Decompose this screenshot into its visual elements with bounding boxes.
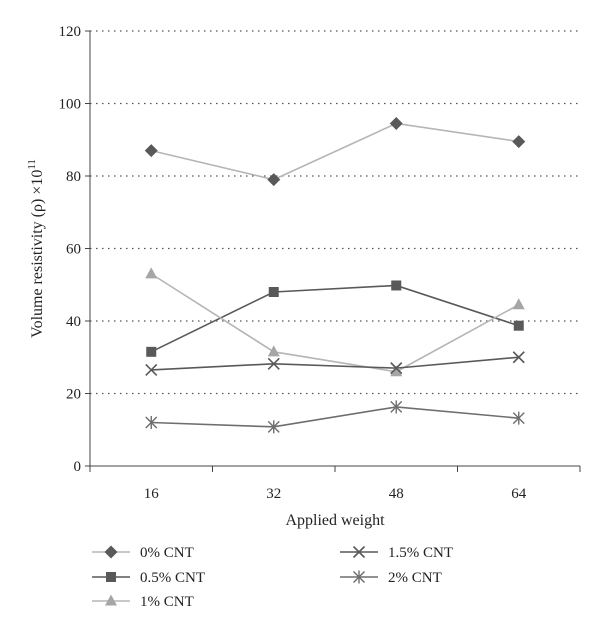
series-line-0 bbox=[151, 122, 519, 181]
legend-item: 0% CNT bbox=[92, 545, 194, 561]
x-tick-label: 64 bbox=[511, 486, 527, 502]
data-point bbox=[512, 411, 525, 425]
y-axis-title: Volume resistivity (ρ) ×1011 bbox=[26, 159, 46, 338]
series-line-4 bbox=[151, 406, 519, 428]
y-tick-label: 20 bbox=[66, 387, 81, 403]
data-point bbox=[267, 357, 280, 370]
data-point bbox=[145, 363, 158, 377]
series-line-2 bbox=[150, 273, 520, 373]
legend-marker bbox=[106, 572, 116, 582]
data-point bbox=[391, 280, 402, 291]
data-point bbox=[390, 400, 403, 414]
data-point bbox=[390, 365, 403, 377]
data-point bbox=[390, 362, 403, 375]
legend-label: 0% CNT bbox=[140, 545, 194, 561]
legend-label: 1.5% CNT bbox=[388, 545, 453, 561]
data-point bbox=[145, 267, 158, 279]
legend-label: 1% CNT bbox=[140, 594, 194, 610]
legend-marker bbox=[104, 545, 118, 559]
legend-marker bbox=[105, 594, 117, 606]
series-line-3 bbox=[151, 356, 519, 371]
grid bbox=[90, 30, 580, 395]
data-point bbox=[267, 420, 280, 434]
legend-label: 0.5% CNT bbox=[140, 570, 205, 586]
legend-marker bbox=[352, 545, 366, 559]
x-tick-label: 32 bbox=[266, 486, 281, 502]
legend: 0% CNT 0.5% CNT 1% CNT 1.5% CNT 2% CNT bbox=[92, 545, 453, 610]
legend-item: 0.5% CNT bbox=[92, 570, 205, 586]
y-tick-label: 80 bbox=[66, 169, 81, 185]
data-point bbox=[389, 116, 403, 130]
data-point bbox=[512, 351, 525, 364]
data-point bbox=[144, 144, 158, 158]
x-tick-label: 48 bbox=[389, 486, 404, 502]
y-tick-label: 0 bbox=[74, 459, 82, 475]
data-point bbox=[513, 320, 524, 331]
data-point bbox=[267, 345, 280, 357]
legend-label: 2% CNT bbox=[388, 570, 442, 586]
axes: 0 20 40 60 80 100 120 16 32 48 64 bbox=[59, 24, 581, 502]
legend-marker bbox=[353, 570, 365, 584]
y-axis-title-superscript: 11 bbox=[26, 159, 38, 170]
data-point bbox=[512, 135, 526, 149]
y-tick-label: 60 bbox=[66, 242, 81, 258]
data-point bbox=[267, 173, 281, 187]
y-axis-title-main: Volume resistivity (ρ) ×10 bbox=[29, 170, 46, 338]
series-line-1 bbox=[150, 284, 519, 353]
data-point bbox=[146, 346, 157, 357]
y-tick-label: 120 bbox=[59, 24, 82, 40]
y-tick-label: 100 bbox=[59, 97, 82, 113]
legend-item: 1% CNT bbox=[92, 594, 194, 610]
data-point bbox=[512, 298, 525, 310]
data-point bbox=[268, 287, 279, 297]
data-point bbox=[145, 416, 158, 429]
series-layer bbox=[144, 116, 526, 434]
legend-item: 2% CNT bbox=[340, 570, 442, 586]
legend-item: 1.5% CNT bbox=[340, 545, 453, 561]
x-axis-title: Applied weight bbox=[285, 512, 385, 529]
x-tick-label: 16 bbox=[144, 486, 160, 502]
y-tick-label: 40 bbox=[66, 314, 81, 330]
